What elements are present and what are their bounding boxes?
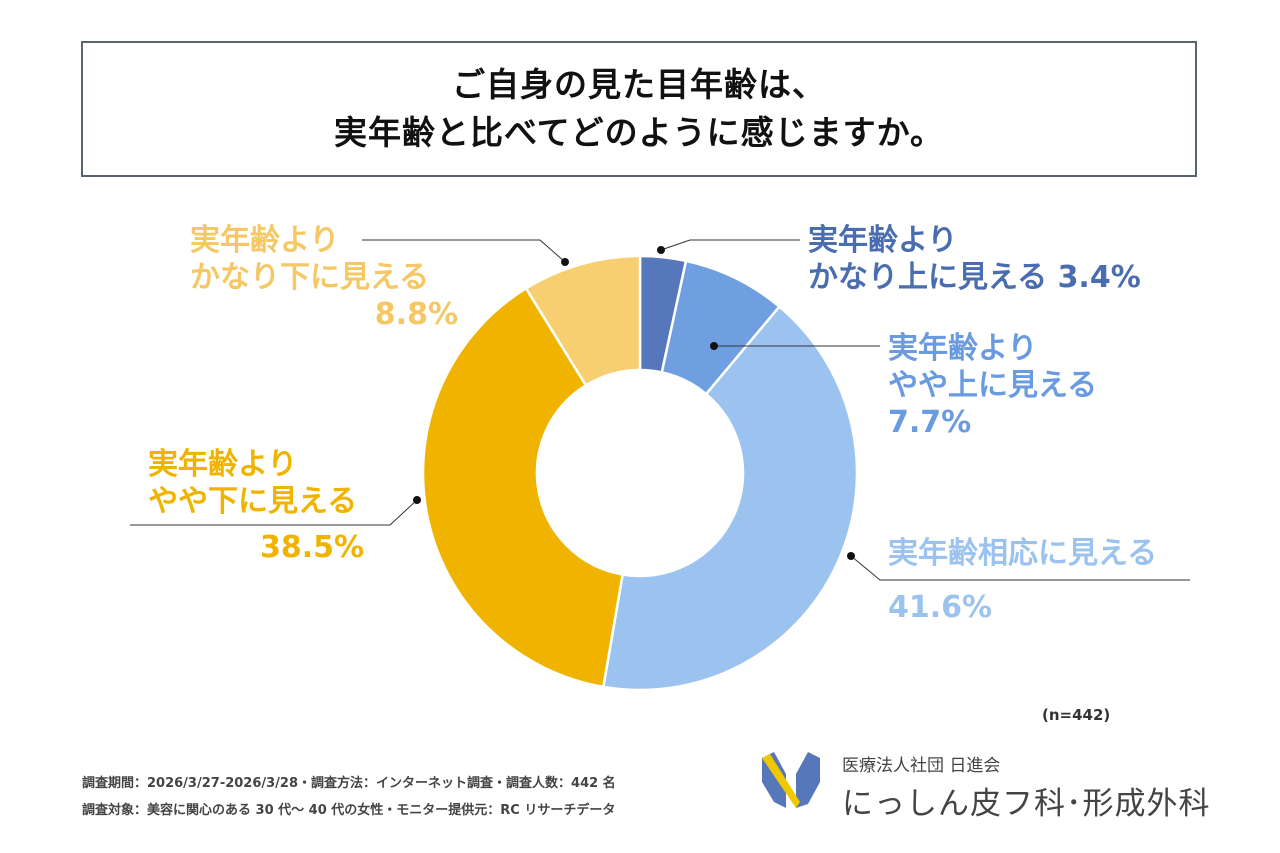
clinic-name: にっしん皮フ科･形成外科	[842, 786, 1211, 822]
donut-slice	[601, 304, 859, 692]
label-text: 実年齢相応に見える	[888, 536, 1158, 571]
label-text: かなり上に見える	[808, 260, 1048, 295]
footer-line-1: 調査期間：2026/3/27-2026/3/28・調査方法：インターネット調査・…	[82, 776, 616, 791]
label-text: やや下に見える	[148, 484, 358, 519]
label-text: 実年齢より	[190, 223, 340, 258]
label-much-younger: 実年齢より かなり下に見える 8.8%	[190, 222, 458, 333]
title-line-2: 実年齢と比べてどのように感じますか。	[333, 113, 945, 152]
donut-slice	[524, 254, 642, 388]
label-text: 実年齢より	[888, 331, 1038, 366]
clinic-logo-icon	[762, 752, 820, 808]
leader-dot	[413, 496, 421, 504]
value-label: 41.6%	[888, 590, 993, 625]
org-name: 医療法人社団 日進会	[842, 756, 1001, 776]
leader-dot	[657, 246, 665, 254]
value-label: 3.4%	[1057, 260, 1141, 295]
label-text: 実年齢より	[148, 447, 298, 482]
leader-line	[130, 499, 418, 526]
label-much-older: 実年齢より かなり上に見える 3.4%	[808, 222, 1141, 296]
value-label: 7.7%	[888, 405, 972, 440]
label-same-age: 実年齢相応に見える 41.6%	[888, 535, 1157, 626]
leader-dot	[710, 342, 718, 350]
title-line-1: ご自身の見た目年齢は、	[452, 65, 826, 104]
label-text: 実年齢より	[808, 223, 958, 258]
leader-line	[660, 239, 800, 251]
title-box: ご自身の見た目年齢は、 実年齢と比べてどのように感じますか。	[81, 41, 1197, 177]
label-text: やや上に見える	[888, 368, 1098, 403]
label-slightly-younger: 実年齢より やや下に見える 38.5%	[148, 446, 364, 566]
leader-line	[362, 239, 566, 263]
label-slightly-older: 実年齢より やや上に見える 7.7%	[888, 330, 1097, 441]
footer-line-2: 調査対象：美容に関心のある 30 代～ 40 代の女性・モニター提供元：RC リ…	[82, 803, 616, 818]
value-label: 38.5%	[260, 530, 365, 565]
label-text: かなり下に見える	[190, 260, 430, 295]
leader-dot	[847, 552, 855, 560]
value-label: 8.8%	[374, 297, 458, 332]
leader-dot	[561, 258, 569, 266]
leader-line	[850, 555, 1190, 581]
sample-size: (n=442)	[1042, 706, 1111, 724]
donut-slice	[421, 286, 625, 689]
